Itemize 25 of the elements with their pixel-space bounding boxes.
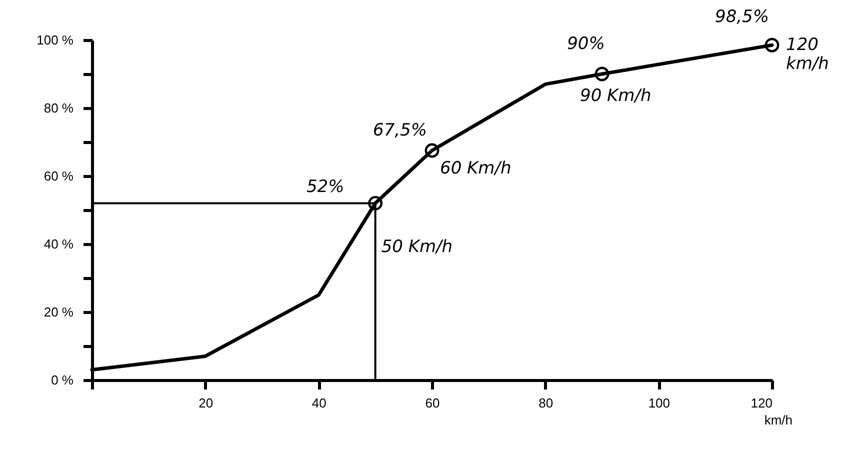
- x-tick-label: 60: [425, 396, 440, 410]
- point: [424, 143, 440, 158]
- y-tick-label: 40 %: [44, 236, 74, 252]
- annotation: 98,5%: [714, 7, 770, 28]
- annotation: 52%: [306, 177, 344, 198]
- y-tick-label: 20 %: [44, 304, 74, 320]
- x-tick-label: 120: [750, 396, 772, 410]
- annotation: 67,5%: [372, 120, 428, 140]
- x-tick-label: 20: [198, 396, 214, 410]
- annotation: 120 km/h: [786, 35, 829, 74]
- annotation: 90%: [567, 34, 605, 54]
- y-tick-label: 60 %: [44, 168, 74, 184]
- x-tick-label: 40: [312, 396, 326, 410]
- point: [594, 66, 610, 82]
- point: [368, 196, 383, 210]
- annotation: 50 Km/h: [381, 237, 453, 258]
- y-tick-label: 0 %: [51, 372, 74, 388]
- annotation: 60 Km/h: [440, 158, 512, 178]
- annotation: 90 Km/h: [580, 86, 652, 106]
- x-tick-label: 80: [538, 396, 554, 410]
- x-axis-title: km/h: [764, 412, 792, 428]
- y-tick-label: 100 %: [36, 32, 74, 48]
- x-tick-label: 100: [648, 396, 670, 410]
- point: [764, 38, 780, 52]
- y-tick-label: 80 %: [44, 100, 74, 116]
